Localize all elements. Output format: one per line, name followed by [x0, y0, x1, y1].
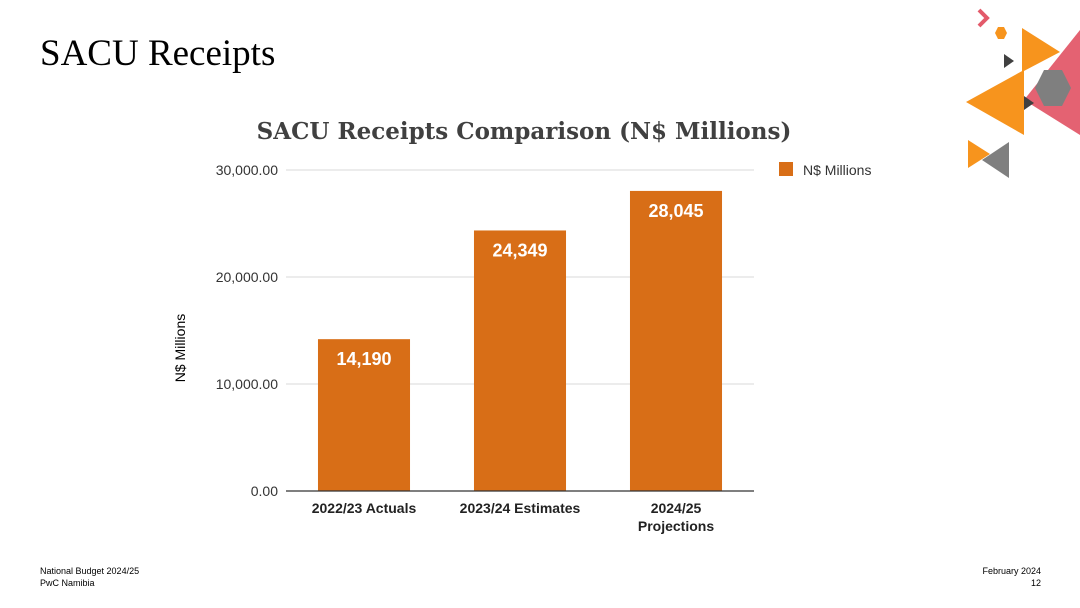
- bar: [473, 230, 567, 491]
- x-tick-label: 2023/24 Estimates: [460, 500, 581, 516]
- grey-triangle-shape: [982, 142, 1009, 178]
- orange-triangle-shape-large: [966, 70, 1024, 135]
- y-axis-ticks: 0.00 10,000.00 20,000.00 30,000.00: [216, 162, 279, 499]
- dark-triangle-icon-2: [1024, 96, 1034, 110]
- footer-right: February 2024 12: [982, 565, 1041, 589]
- page-number: 12: [1030, 578, 1041, 588]
- bars: 14,190 24,349 28,045: [317, 190, 723, 491]
- x-axis-ticks: 2022/23 Actuals 2023/24 Estimates 2024/25 P…: [312, 500, 715, 534]
- footer-left: National Budget 2024/25 PwC Namibia: [40, 565, 139, 589]
- decorative-shapes: [966, 8, 1080, 178]
- x-tick-label: 2024/25: [651, 500, 702, 516]
- footer-date-text: February 2024: [982, 566, 1041, 576]
- y-axis-label: N$ Millions: [172, 314, 188, 382]
- y-tick-label: 0.00: [251, 483, 278, 499]
- orange-triangle-shape: [1022, 28, 1060, 72]
- bar: [317, 339, 411, 491]
- footer-company-text: PwC Namibia: [40, 578, 95, 588]
- dark-triangle-icon: [1004, 54, 1014, 68]
- slide-title: SACU Receipts: [40, 33, 276, 74]
- chart-title: SACU Receipts Comparison (N$ Millions): [257, 118, 792, 145]
- grey-hexagon-icon: [1035, 70, 1071, 106]
- bar-data-label: 28,045: [648, 201, 703, 221]
- bar-data-label: 24,349: [492, 240, 547, 260]
- orange-hexagon-icon: [995, 27, 1007, 39]
- x-tick-label: 2022/23 Actuals: [312, 500, 417, 516]
- bar: [629, 190, 723, 491]
- legend-label: N$ Millions: [803, 162, 871, 178]
- bar-data-label: 14,190: [336, 349, 391, 369]
- x-tick-label: Projections: [638, 518, 714, 534]
- legend-swatch: [779, 162, 793, 176]
- orange-triangle-shape-small: [968, 140, 990, 168]
- y-tick-label: 10,000.00: [216, 376, 278, 392]
- bar-chart: SACU Receipts Comparison (N$ Millions) 0…: [172, 118, 871, 534]
- legend: N$ Millions: [779, 162, 871, 178]
- y-tick-label: 30,000.00: [216, 162, 278, 178]
- y-tick-label: 20,000.00: [216, 269, 278, 285]
- pink-chevron-icon: [977, 8, 990, 28]
- footer-budget-text: National Budget 2024/25: [40, 566, 140, 576]
